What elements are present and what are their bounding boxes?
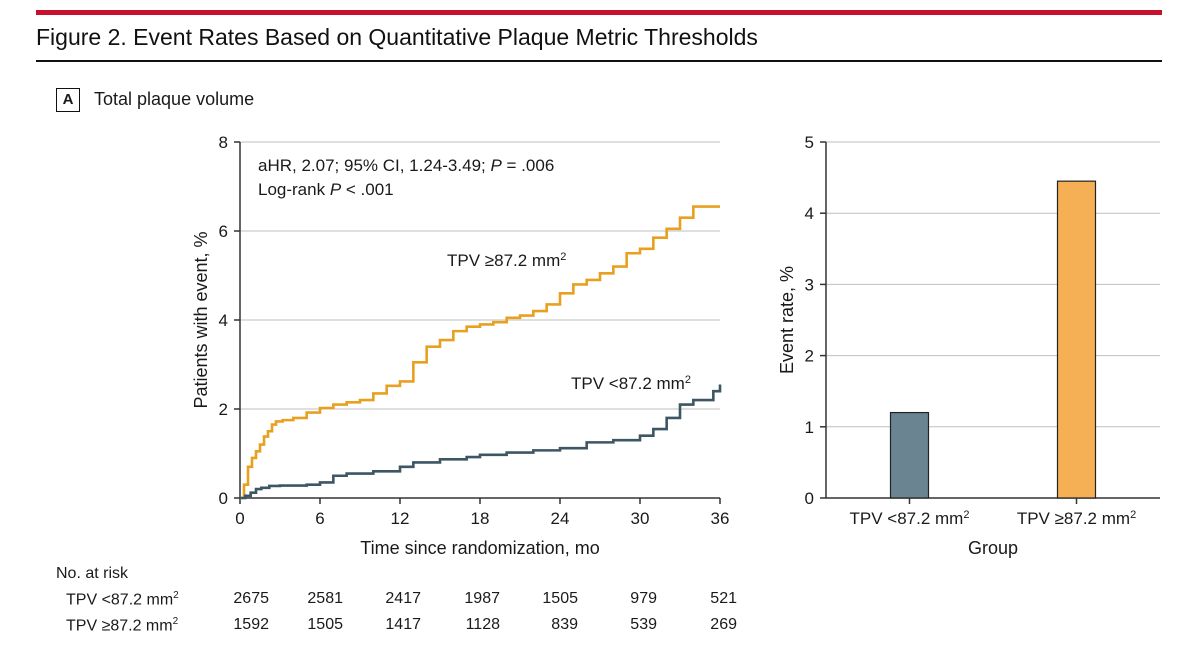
km-x-axis-label: Time since randomization, mo xyxy=(360,538,599,558)
risk-count: 539 xyxy=(630,616,657,633)
km-x-tick-label: 18 xyxy=(471,509,490,528)
bar-y-tick-label: 0 xyxy=(805,489,814,508)
bar-y-axis-label: Event rate, % xyxy=(777,266,797,374)
risk-count: 1505 xyxy=(542,590,578,607)
bar-y-tick-label: 2 xyxy=(805,347,814,366)
panel-title: Total plaque volume xyxy=(94,89,255,109)
bar-y-tick-label: 3 xyxy=(805,275,814,294)
km-y-tick-label: 6 xyxy=(219,222,228,241)
km-y-tick-label: 4 xyxy=(219,311,228,330)
km-y-tick-label: 0 xyxy=(219,489,228,508)
risk-count: 269 xyxy=(710,616,737,633)
km-series-label-low: TPV <87.2 mm2 xyxy=(571,374,691,393)
risk-count: 2675 xyxy=(233,590,269,607)
km-x-tick-label: 6 xyxy=(315,509,324,528)
km-x-tick-label: 12 xyxy=(391,509,410,528)
risk-table-row: TPV ≥87.2 mm2 1592 1505 1417 1128 839 539 269 xyxy=(0,616,760,636)
bar-x-axis-label: Group xyxy=(968,538,1018,558)
risk-row-label: TPV <87.2 mm2 xyxy=(66,590,179,609)
km-y-tick-label: 8 xyxy=(219,133,228,152)
km-x-tick-label: 0 xyxy=(235,509,244,528)
km-annotation-hr: aHR, 2.07; 95% CI, 1.24-3.49; P = .006 xyxy=(258,156,554,175)
risk-count: 1987 xyxy=(464,590,500,607)
risk-table-row: TPV <87.2 mm2 2675 2581 2417 1987 1505 979 521 xyxy=(0,590,760,610)
bar-y-tick-label: 1 xyxy=(805,418,814,437)
risk-count: 1505 xyxy=(307,616,343,633)
risk-row-label: TPV ≥87.2 mm2 xyxy=(66,616,179,635)
km-series-label-high: TPV ≥87.2 mm2 xyxy=(447,251,566,270)
km-series-line-low xyxy=(240,384,722,500)
risk-count: 839 xyxy=(551,616,578,633)
risk-count: 979 xyxy=(630,590,657,607)
bar-low-group xyxy=(889,411,930,499)
km-x-tick-label: 30 xyxy=(631,509,650,528)
risk-table-title: No. at risk xyxy=(56,565,129,582)
bar-category-label: TPV <87.2 mm2 xyxy=(850,509,970,528)
risk-count: 2417 xyxy=(385,590,421,607)
bar-high-group xyxy=(1056,180,1097,499)
figure-title: Figure 2. Event Rates Based on Quantitat… xyxy=(36,24,758,50)
km-annotation-logrank: Log-rank P < .001 xyxy=(258,180,394,199)
bar-y-tick-label: 5 xyxy=(805,133,814,152)
risk-count: 521 xyxy=(710,590,737,607)
km-y-tick-label: 2 xyxy=(219,400,228,419)
panel-letter-box: A xyxy=(56,88,80,112)
risk-count: 1417 xyxy=(385,616,421,633)
risk-count: 2581 xyxy=(307,590,343,607)
bar-y-tick-label: 4 xyxy=(805,204,814,223)
km-x-tick-label: 36 xyxy=(711,509,730,528)
km-x-tick-label: 24 xyxy=(551,509,570,528)
km-series-line-high xyxy=(240,205,720,500)
top-accent-rule xyxy=(36,10,1162,15)
risk-count: 1128 xyxy=(465,616,500,633)
bar-chart: 0 1 2 3 4 5 TPV <87.2 mm2 TPV ≥87.2 mm2 Group Eve… xyxy=(777,133,1160,558)
risk-count: 1592 xyxy=(233,616,269,633)
title-divider xyxy=(36,60,1162,62)
km-y-axis-label: Patients with event, % xyxy=(191,231,211,408)
bar-category-label: TPV ≥87.2 mm2 xyxy=(1017,509,1136,528)
